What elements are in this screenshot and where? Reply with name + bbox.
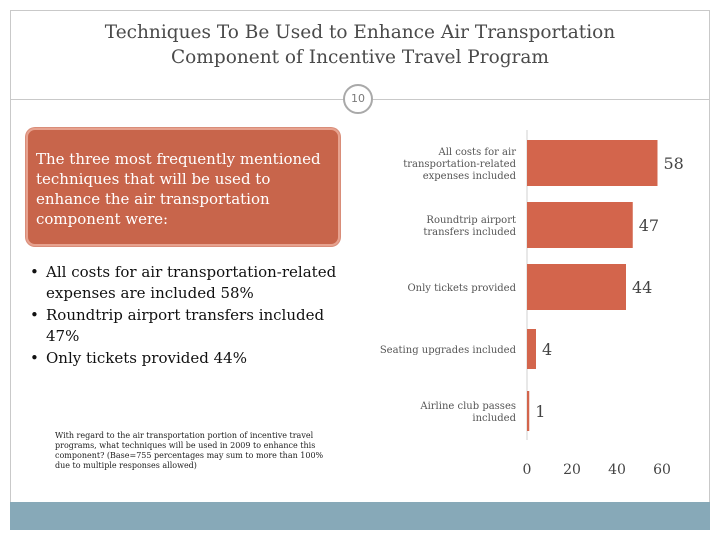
bullet-item: Only tickets provided 44%	[28, 348, 338, 369]
value-label: 1	[535, 402, 545, 421]
bar	[527, 391, 530, 431]
page-number-badge: 10	[343, 84, 373, 114]
value-label: 4	[542, 340, 552, 359]
category-label: All costs for air transportation-related e…	[403, 147, 516, 182]
bullet-list: All costs for air transportation-related…	[28, 262, 338, 370]
bullet-item: Roundtrip airport transfers included 47%	[28, 305, 338, 347]
category-label: Roundtrip airport transfers included	[423, 215, 516, 238]
bullet-item: All costs for air transportation-related…	[28, 262, 338, 304]
bar	[527, 264, 626, 310]
bar	[527, 202, 633, 248]
x-tick-label: 60	[653, 462, 671, 478]
bar	[527, 140, 658, 186]
bottom-bar	[10, 502, 710, 530]
callout-box: The three most frequently mentioned tech…	[26, 128, 340, 246]
x-tick-label: 40	[608, 462, 626, 478]
survey-footnote: With regard to the air transportation po…	[55, 431, 324, 470]
category-label: Airline club passes included	[419, 401, 516, 424]
value-label: 44	[632, 278, 652, 297]
value-label: 47	[639, 216, 659, 235]
category-label: Only tickets provided	[407, 283, 516, 294]
x-tick-label: 20	[563, 462, 581, 478]
slide-title: Techniques To Be Used to Enhance Air Tra…	[104, 22, 616, 68]
value-label: 58	[664, 154, 684, 173]
category-label: Seating upgrades included	[380, 345, 517, 356]
bar	[527, 329, 536, 369]
x-tick-label: 0	[523, 462, 532, 478]
